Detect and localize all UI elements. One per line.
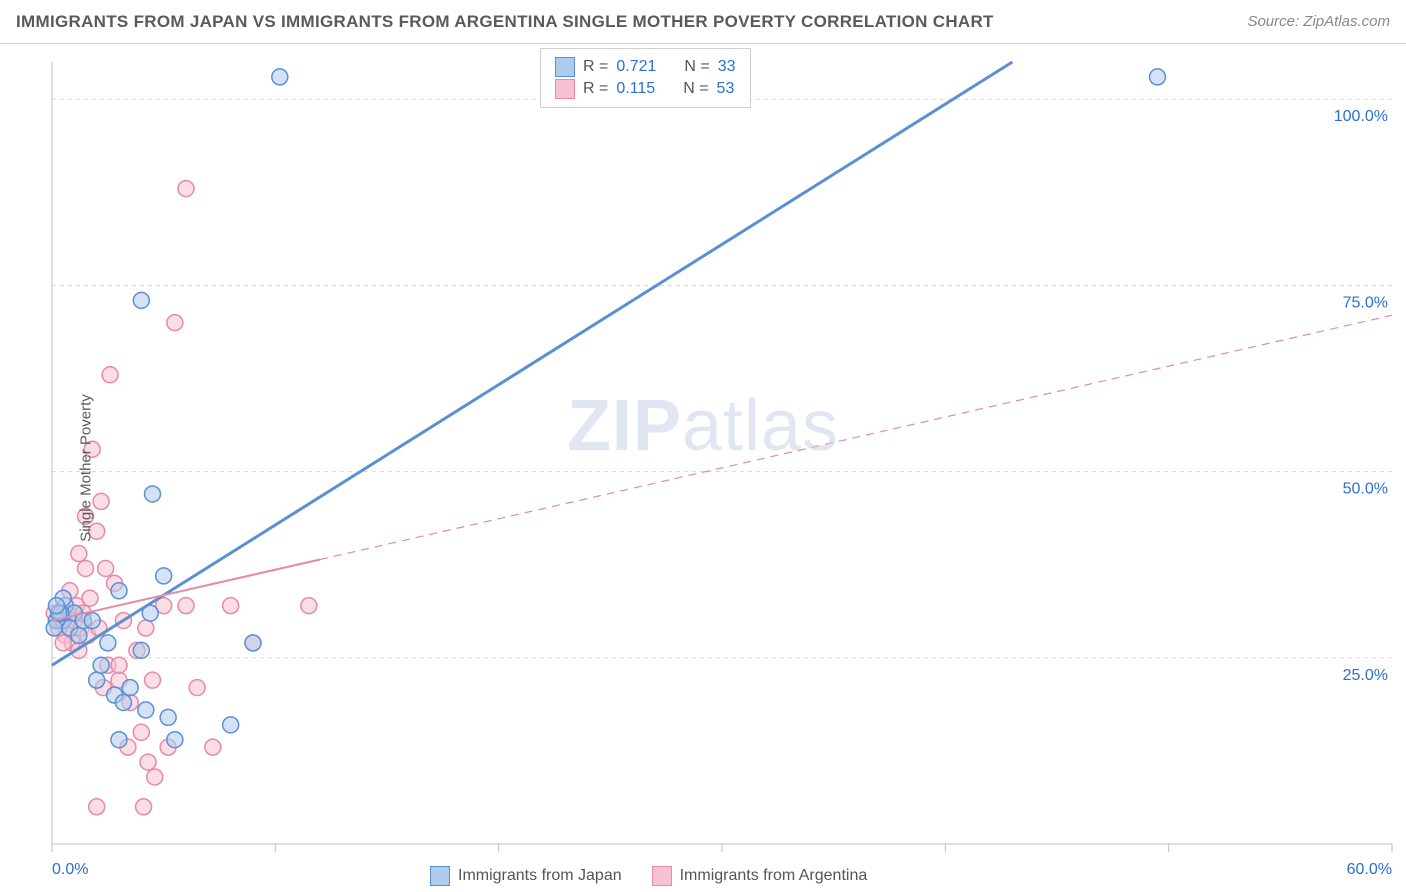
legend-stat-row: R = 0.721 N = 33 xyxy=(555,57,736,77)
r-value: 0.115 xyxy=(616,80,655,98)
svg-text:0.0%: 0.0% xyxy=(52,861,88,878)
n-label: N = xyxy=(683,80,708,98)
svg-text:100.0%: 100.0% xyxy=(1334,108,1388,125)
r-label: R = xyxy=(583,80,608,98)
n-label: N = xyxy=(684,58,709,76)
legend-swatch xyxy=(430,866,450,886)
plot-area-wrap: Single Mother Poverty ZIPatlas 25.0%50.0… xyxy=(0,44,1406,892)
legend-series-item: Immigrants from Argentina xyxy=(652,866,868,886)
correlation-legend-box: R = 0.721 N = 33 R = 0.115 N = 53 xyxy=(540,48,751,108)
svg-text:60.0%: 60.0% xyxy=(1347,861,1392,878)
scatter-chart-svg: 25.0% 50.0% 75.0% 100.0% 0.0% 60.0% xyxy=(0,44,1406,892)
legend-swatch xyxy=(555,57,575,77)
n-value: 33 xyxy=(718,58,736,76)
chart-title: IMMIGRANTS FROM JAPAN VS IMMIGRANTS FROM… xyxy=(16,12,994,32)
legend-series-item: Immigrants from Japan xyxy=(430,866,622,886)
title-bar: IMMIGRANTS FROM JAPAN VS IMMIGRANTS FROM… xyxy=(0,0,1406,44)
r-value: 0.721 xyxy=(616,58,656,76)
legend-series-label: Immigrants from Japan xyxy=(458,867,622,885)
svg-text:75.0%: 75.0% xyxy=(1343,294,1388,311)
legend-swatch xyxy=(652,866,672,886)
n-value: 53 xyxy=(717,80,735,98)
svg-text:25.0%: 25.0% xyxy=(1343,667,1388,684)
y-axis-label: Single Mother Poverty xyxy=(77,394,94,542)
legend-series-label: Immigrants from Argentina xyxy=(680,867,868,885)
svg-text:50.0%: 50.0% xyxy=(1343,481,1388,498)
legend-stat-row: R = 0.115 N = 53 xyxy=(555,79,736,99)
series-legend: Immigrants from Japan Immigrants from Arg… xyxy=(430,866,867,886)
r-label: R = xyxy=(583,58,608,76)
source-label: Source: ZipAtlas.com xyxy=(1247,13,1390,30)
legend-swatch xyxy=(555,79,575,99)
